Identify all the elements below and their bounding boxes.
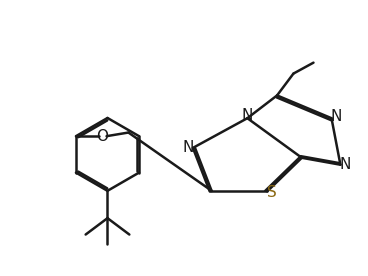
Text: N: N bbox=[242, 108, 253, 123]
Text: N: N bbox=[330, 109, 342, 124]
Text: N: N bbox=[340, 157, 351, 172]
Text: N: N bbox=[183, 140, 194, 155]
Text: S: S bbox=[267, 185, 277, 200]
Text: O: O bbox=[96, 129, 108, 144]
